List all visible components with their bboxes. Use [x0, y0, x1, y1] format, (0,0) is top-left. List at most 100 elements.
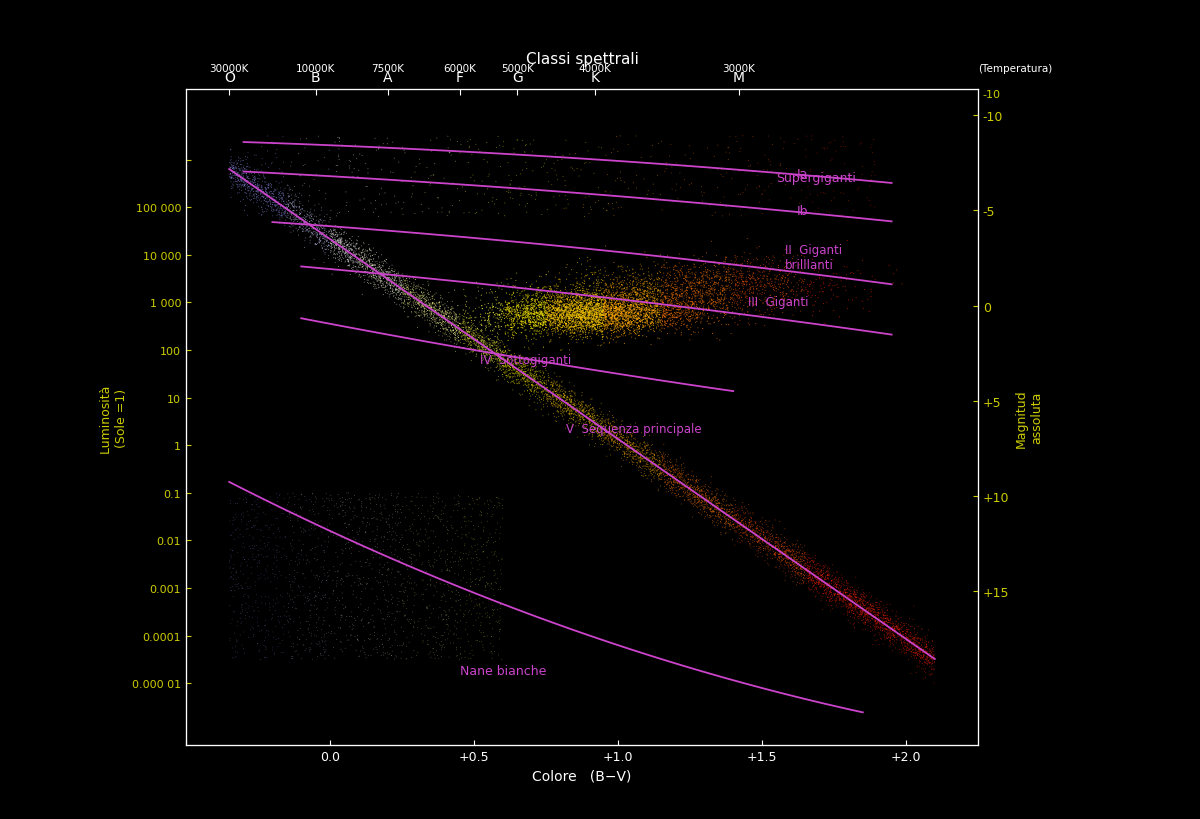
Point	[586, 419, 605, 432]
Point	[338, 254, 358, 267]
Point	[556, 318, 575, 331]
Point	[418, 300, 437, 313]
Point	[869, 611, 888, 624]
Point	[432, 594, 451, 607]
Point	[612, 279, 631, 292]
Point	[653, 295, 672, 308]
Point	[526, 307, 545, 320]
Point	[558, 397, 577, 410]
Point	[650, 458, 670, 471]
Point	[594, 314, 613, 327]
Point	[420, 299, 439, 312]
Point	[278, 201, 298, 214]
Point	[437, 305, 456, 319]
Point	[221, 562, 240, 575]
Point	[684, 286, 703, 299]
Point	[911, 633, 930, 646]
Point	[767, 297, 786, 310]
Point	[348, 235, 367, 248]
Point	[408, 303, 427, 316]
Point	[474, 630, 493, 643]
Point	[268, 199, 287, 212]
Point	[871, 632, 890, 645]
Point	[650, 312, 670, 325]
Point	[858, 606, 877, 619]
Point	[221, 572, 240, 585]
Point	[571, 292, 590, 305]
Point	[552, 301, 571, 314]
Point	[864, 277, 883, 290]
Point	[515, 364, 534, 377]
Point	[620, 305, 640, 319]
Point	[882, 622, 901, 635]
Point	[449, 319, 468, 333]
Point	[665, 292, 684, 305]
Point	[536, 322, 556, 335]
Point	[527, 371, 546, 384]
Point	[370, 173, 389, 186]
Point	[547, 393, 566, 406]
Point	[560, 312, 580, 325]
Point	[792, 570, 811, 583]
Point	[528, 375, 547, 388]
Point	[889, 623, 908, 636]
Point	[866, 609, 886, 622]
Point	[479, 499, 498, 512]
Point	[472, 289, 491, 302]
Point	[703, 328, 722, 341]
Point	[848, 184, 868, 197]
Point	[844, 607, 863, 620]
Point	[324, 227, 343, 240]
Point	[568, 303, 587, 316]
Point	[402, 555, 421, 568]
Point	[600, 337, 619, 350]
Point	[769, 548, 788, 561]
Point	[282, 540, 301, 553]
Point	[415, 303, 434, 316]
Point	[829, 590, 848, 604]
Point	[587, 419, 606, 432]
Point	[739, 498, 758, 511]
Point	[648, 283, 667, 296]
Point	[578, 306, 598, 319]
Point	[367, 265, 386, 278]
Point	[250, 644, 269, 657]
Point	[610, 310, 629, 324]
Point	[710, 298, 730, 311]
Point	[580, 273, 599, 286]
Point	[445, 156, 464, 169]
Point	[426, 315, 445, 328]
Point	[667, 309, 686, 322]
Point	[774, 291, 793, 304]
Point	[521, 390, 540, 403]
Point	[636, 309, 655, 322]
Point	[706, 504, 725, 517]
Point	[382, 206, 401, 219]
Point	[800, 569, 820, 582]
Point	[755, 534, 774, 547]
Point	[565, 398, 584, 411]
Point	[538, 382, 557, 395]
Point	[445, 320, 464, 333]
Point	[898, 644, 917, 657]
Point	[336, 247, 355, 260]
Point	[302, 516, 322, 529]
Point	[520, 308, 539, 321]
Point	[914, 663, 934, 676]
Point	[295, 524, 314, 537]
Point	[434, 173, 454, 186]
Point	[288, 512, 307, 525]
Point	[553, 313, 572, 326]
Point	[576, 289, 595, 302]
Point	[824, 289, 844, 302]
Point	[725, 511, 744, 524]
Point	[864, 603, 883, 616]
Point	[540, 314, 559, 327]
Point	[760, 538, 779, 551]
Point	[670, 314, 689, 328]
Point	[598, 321, 617, 334]
Point	[679, 487, 698, 500]
Point	[595, 414, 614, 428]
Point	[640, 469, 659, 482]
Point	[829, 586, 848, 599]
